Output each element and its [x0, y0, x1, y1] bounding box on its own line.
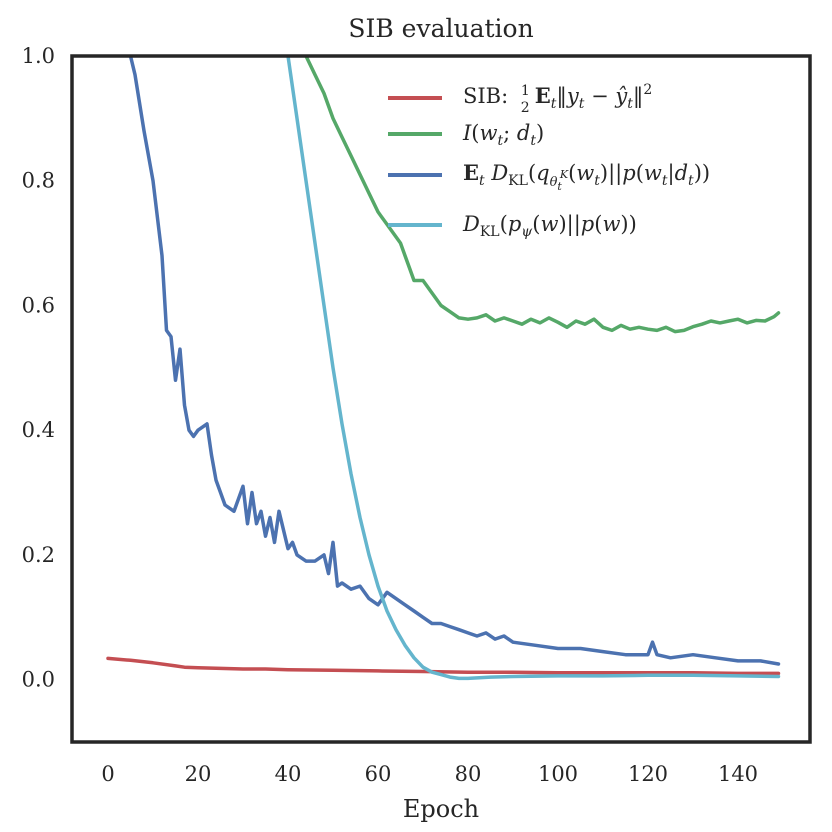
x-tick-label: 80 — [455, 762, 482, 786]
x-tick-label: 60 — [365, 762, 392, 786]
y-tick-label: 0.0 — [22, 668, 55, 692]
series-line-1 — [106, 656, 781, 676]
x-tick-label: 0 — [101, 762, 114, 786]
legend: SIB: 1 2 Et‖yt − ŷt‖2 I(wt; dt) Et DKL(qθt… — [388, 82, 710, 240]
y-axis: 0.0 0.2 0.4 0.6 0.8 1.0 — [22, 44, 55, 692]
y-tick-label: 1.0 — [22, 44, 55, 68]
x-tick-label: 100 — [538, 762, 578, 786]
y-tick-label: 0.6 — [22, 293, 55, 317]
plot-frame — [70, 54, 812, 744]
x-tick-label: 120 — [628, 762, 668, 786]
y-tick-label: 0.8 — [22, 169, 55, 193]
legend-label-kl-prior: DKL(pψ(w)||p(w)) — [462, 212, 637, 240]
series-line-3 — [128, 56, 781, 666]
x-tick-label: 140 — [718, 762, 758, 786]
series-line-4 — [286, 56, 781, 681]
series-layer — [106, 56, 781, 681]
x-tick-label: 20 — [185, 762, 212, 786]
y-tick-label: 0.4 — [22, 418, 55, 442]
chart-title: SIB evaluation — [348, 14, 533, 43]
y-tick-label: 0.2 — [22, 543, 55, 567]
legend-label-mutual-info: I(wt; dt) — [462, 121, 544, 149]
x-axis-label: Epoch — [403, 795, 479, 823]
x-axis: 0 20 40 60 80 100 120 140 — [101, 762, 758, 786]
x-tick-label: 40 — [275, 762, 302, 786]
legend-label-sib: SIB: 1 2 Et‖yt − ŷt‖2 — [463, 82, 652, 116]
legend-label-kl-posterior: Et DKL(qθtK(wt)||p(wt|dt)) — [463, 160, 710, 193]
